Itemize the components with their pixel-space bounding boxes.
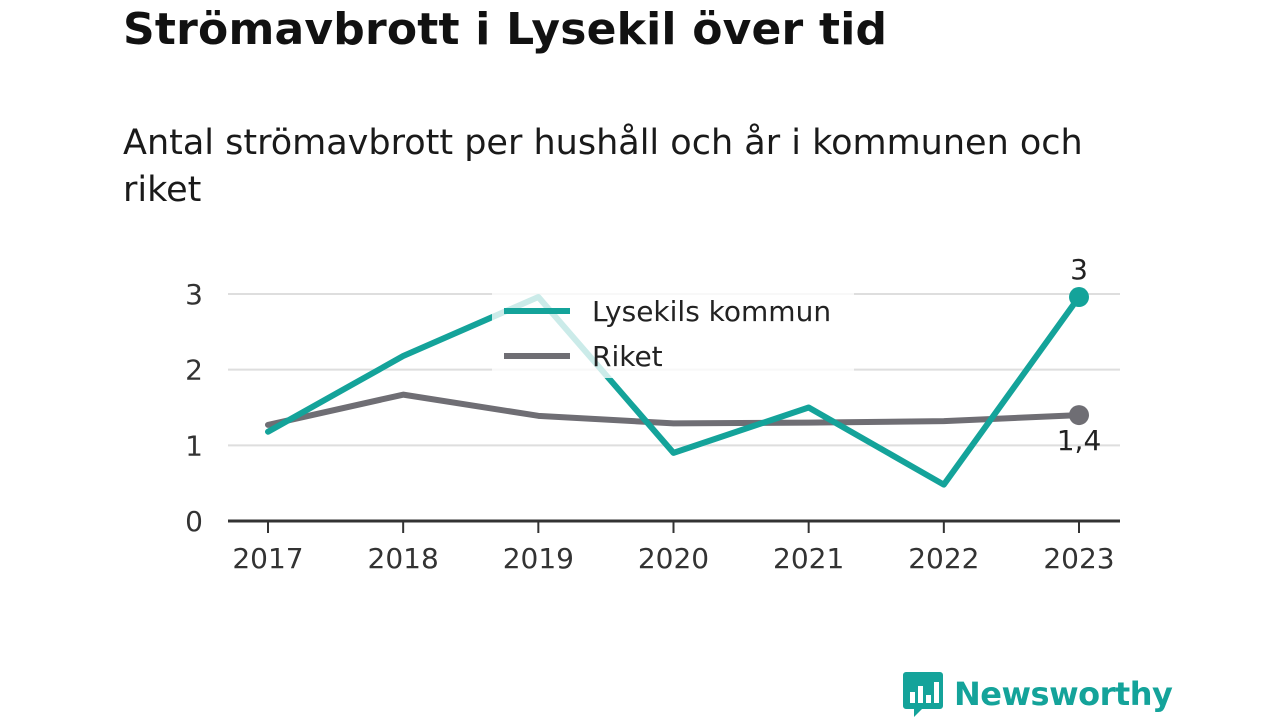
legend: Lysekils kommun Riket [492, 290, 854, 378]
series-line-lysekils-kommun [265, 294, 1082, 488]
legend-label-riket: Riket [592, 340, 663, 373]
y-tick-label: 2 [185, 354, 203, 387]
endpoint-label-riket: 1,4 [1057, 424, 1102, 457]
x-axis-ticks: 2017 2018 2019 2020 2021 2022 2023 [232, 521, 1115, 575]
x-tick-label: 2020 [638, 542, 709, 575]
x-tick-label: 2019 [503, 542, 574, 575]
endpoint-label-lysekils-kommun: 3 [1070, 253, 1088, 286]
line-chart: 0 1 2 3 2017 2018 2019 2020 2021 2022 2023 Lyseki… [185, 253, 1120, 575]
legend-background [492, 290, 854, 378]
x-tick-label: 2018 [368, 542, 439, 575]
series-lines [265, 294, 1082, 488]
y-tick-label: 1 [185, 429, 203, 462]
newsworthy-logo-text: Newsworthy [954, 675, 1173, 713]
x-tick-label: 2022 [908, 542, 979, 575]
endpoint-dot-riket [1069, 405, 1089, 426]
newsworthy-logo-icon [903, 672, 943, 717]
y-tick-label: 3 [185, 278, 203, 311]
y-tick-label: 0 [185, 505, 203, 538]
newsworthy-logo: Newsworthy [902, 670, 1173, 718]
legend-label-lysekil: Lysekils kommun [592, 295, 831, 328]
chart-title: Strömavbrott i Lysekil över tid [123, 4, 888, 55]
series-line-riket [265, 391, 1082, 428]
x-tick-label: 2023 [1043, 542, 1114, 575]
series-endpoints: 1,43 [1057, 253, 1102, 457]
endpoint-dot-lysekils-kommun [1069, 287, 1089, 308]
x-tick-label: 2021 [773, 542, 844, 575]
chart-subtitle: Antal strömavbrott per hushåll och år i … [123, 123, 1083, 210]
x-tick-label: 2017 [232, 542, 303, 575]
y-axis-ticks: 0 1 2 3 [185, 278, 203, 538]
